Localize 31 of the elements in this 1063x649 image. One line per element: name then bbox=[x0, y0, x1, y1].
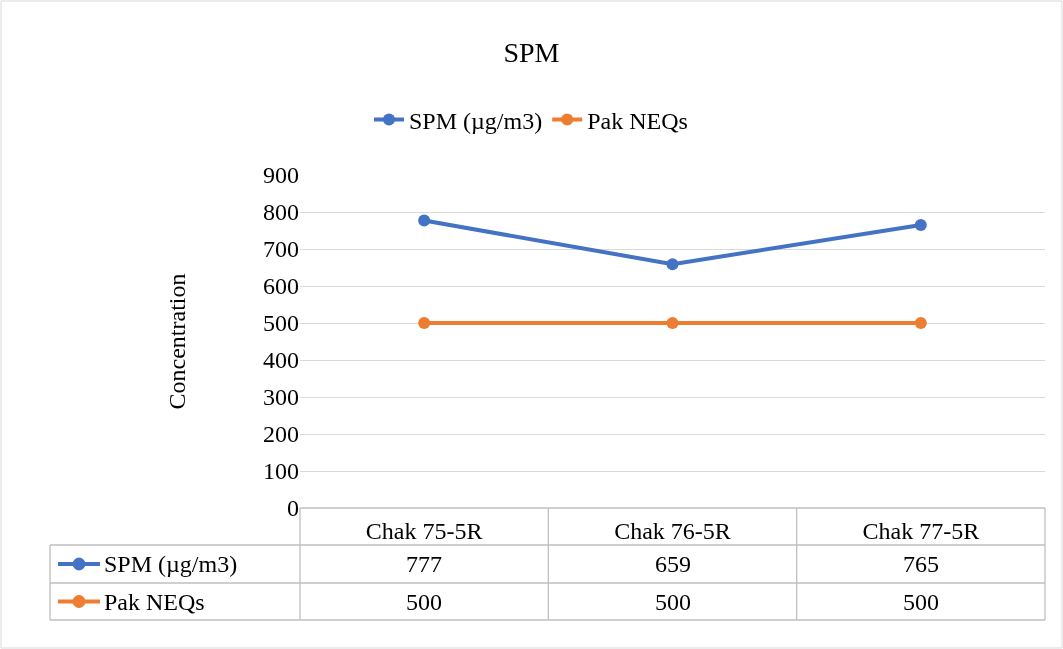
y-tick-label: 600 bbox=[263, 273, 299, 300]
point bbox=[666, 258, 679, 271]
data-label: 777 bbox=[406, 551, 442, 577]
text: SPM (µg/m3) bbox=[104, 551, 238, 577]
y-tick-label: 400 bbox=[263, 347, 299, 374]
text: Pak NEQs bbox=[104, 589, 205, 615]
data-label: 500 bbox=[406, 589, 442, 615]
x-tick-label: Chak 76-5R bbox=[614, 518, 731, 544]
y-tick-label: 700 bbox=[263, 236, 299, 263]
y-tick-label: 100 bbox=[263, 458, 299, 485]
point bbox=[418, 317, 431, 329]
data-label: 500 bbox=[903, 589, 939, 615]
chart-title: SPM bbox=[503, 36, 560, 68]
data-label: 765 bbox=[903, 551, 939, 577]
y-tick-label: 200 bbox=[263, 421, 299, 448]
data-label: 659 bbox=[655, 551, 691, 577]
y-tick-label: 800 bbox=[263, 199, 299, 226]
point bbox=[418, 214, 431, 227]
y-tick-label: 0 bbox=[287, 495, 299, 522]
y-tick-label: 500 bbox=[263, 310, 299, 337]
point bbox=[666, 317, 679, 329]
legend-label: SPM (µg/m3) bbox=[409, 107, 543, 134]
y-tick-label: 900 bbox=[263, 162, 299, 189]
legend-label: Pak NEQs bbox=[587, 107, 688, 134]
x-tick-label: Chak 75-5R bbox=[365, 518, 483, 544]
y-axis-title: Concentration bbox=[164, 273, 191, 410]
point bbox=[914, 317, 927, 329]
point bbox=[914, 218, 927, 231]
y-tick-label: 300 bbox=[263, 384, 299, 411]
data-label: 500 bbox=[655, 589, 691, 615]
x-tick-label: Chak 77-5R bbox=[862, 518, 980, 544]
